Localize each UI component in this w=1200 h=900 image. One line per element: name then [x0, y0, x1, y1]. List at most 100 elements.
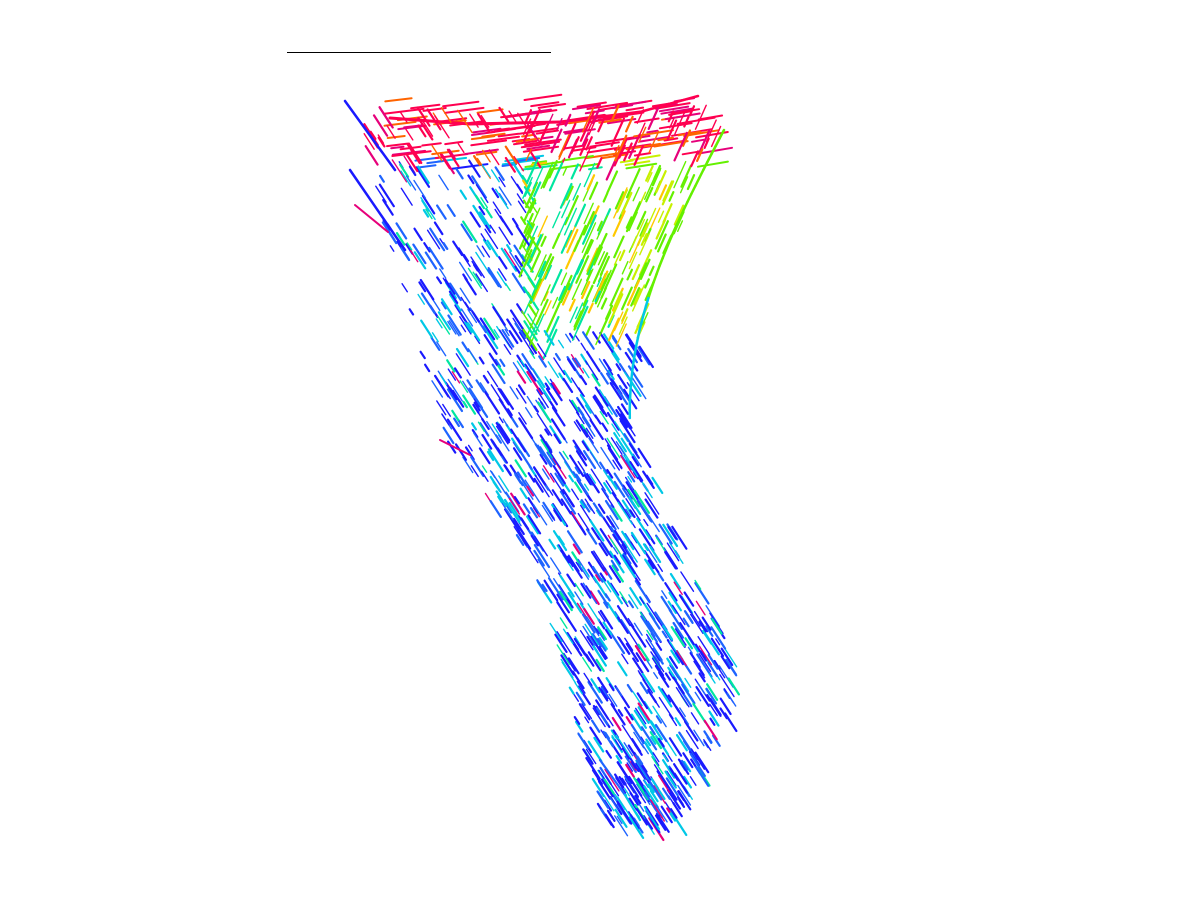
streamline-segment: [625, 168, 641, 199]
streamline-segment: [679, 622, 695, 646]
streamline-segment: [595, 707, 609, 726]
streamline-segment: [638, 94, 700, 114]
streamline-segment: [486, 420, 501, 444]
streamline-segment: [689, 651, 701, 669]
streamline-segment: [657, 685, 673, 708]
streamline-segment: [668, 608, 684, 631]
streamline-segment: [550, 472, 565, 495]
streamline-segment: [624, 787, 630, 797]
streamline-segment: [703, 719, 718, 741]
streamline-segment: [681, 129, 692, 147]
streamline-segment: [487, 370, 499, 388]
streamline-segment: [481, 245, 491, 258]
streamline-segment: [521, 481, 534, 500]
streamline-segment: [439, 153, 451, 170]
streamline-segment: [568, 298, 576, 312]
streamline-segment: [612, 546, 619, 555]
streamline-segment: [584, 404, 592, 414]
streamline-segment: [439, 374, 448, 386]
streamline-segment: [544, 428, 550, 436]
streamline-segment: [633, 344, 638, 356]
streamline-segment: [395, 222, 408, 240]
streamline-segment: [532, 503, 548, 526]
streamline-segment: [592, 395, 604, 412]
streamline-segment: [619, 618, 631, 634]
streamline-segment: [511, 272, 526, 294]
streamline-segment: [639, 611, 646, 621]
streamline-segment: [516, 193, 525, 204]
streamline-segment: [613, 554, 622, 565]
streamline-segment: [680, 164, 693, 188]
streamline-segment: [667, 525, 678, 540]
streamline-segment: [428, 246, 444, 270]
streamline-segment: [390, 145, 405, 150]
streamline-segment: [640, 726, 658, 751]
streamline-segment: [631, 761, 637, 769]
streamline-segment: [654, 534, 663, 546]
streamline-segment: [577, 406, 585, 417]
streamline-segment: [545, 301, 562, 333]
streamline-segment: [577, 562, 590, 580]
streamline-segment: [549, 512, 556, 521]
streamline-segment: [667, 110, 675, 123]
streamline-segment: [568, 399, 580, 416]
streamline-segment: [462, 220, 478, 244]
streamline-segment: [625, 216, 633, 229]
streamline-segment: [574, 466, 581, 475]
streamline-segment: [619, 554, 637, 579]
streamline-segment: [527, 472, 536, 483]
streamline-segment: [460, 308, 474, 327]
streamline-segment: [431, 332, 439, 343]
streamline-segment: [571, 551, 582, 566]
streamline-segment: [633, 489, 651, 514]
streamline-segment: [586, 256, 597, 276]
streamline-segment: [726, 692, 737, 707]
streamline-segment: [496, 271, 507, 287]
streamline-segment: [596, 293, 604, 308]
streamline-segment: [426, 108, 442, 131]
streamline-segment: [436, 276, 443, 285]
streamline-segment: [481, 164, 491, 178]
streamline-segment: [604, 438, 612, 448]
streamline-segment: [377, 136, 386, 148]
streamline-segment: [616, 661, 628, 677]
streamline-segment: [645, 186, 654, 203]
streamline-segment: [489, 224, 496, 234]
streamline-segment: [612, 210, 626, 237]
streamline-segment: [426, 229, 441, 250]
streamline-segment: [703, 739, 712, 751]
streamline-segment: [652, 272, 658, 284]
streamline-segment: [413, 251, 427, 270]
streamline-segment: [556, 593, 571, 614]
streamline-segment: [646, 474, 654, 485]
streamline-segment: [480, 470, 489, 482]
streamline-segment: [625, 201, 642, 233]
streamline-segment: [671, 525, 688, 550]
streamline-segment: [519, 487, 528, 499]
streamline-segment: [524, 109, 533, 123]
title-underline: [287, 52, 551, 53]
streamline-segment: [582, 367, 590, 379]
streamline-segment: [571, 512, 581, 526]
streamline-segment: [518, 515, 527, 528]
streamline-segment: [537, 215, 548, 238]
streamline-segment: [440, 298, 453, 316]
streamline-segment: [570, 136, 580, 154]
streamline-segment: [558, 590, 573, 612]
streamline-segment: [620, 454, 636, 479]
streamline-segment: [687, 646, 693, 654]
streamline-segment: [669, 812, 677, 822]
streamline-segment: [615, 754, 623, 764]
streamline-segment: [623, 793, 642, 822]
streamline-segment: [590, 678, 601, 694]
streamline-segment: [633, 129, 674, 138]
streamline-segment: [600, 446, 616, 470]
streamline-segment: [639, 258, 651, 280]
streamline-segment: [630, 368, 634, 380]
streamline-segment: [677, 220, 684, 233]
streamline-segment: [448, 320, 460, 337]
streamline-segment: [624, 115, 634, 133]
streamline-segment: [552, 296, 559, 309]
streamline-segment: [591, 565, 604, 583]
streamline-segment: [599, 609, 614, 630]
